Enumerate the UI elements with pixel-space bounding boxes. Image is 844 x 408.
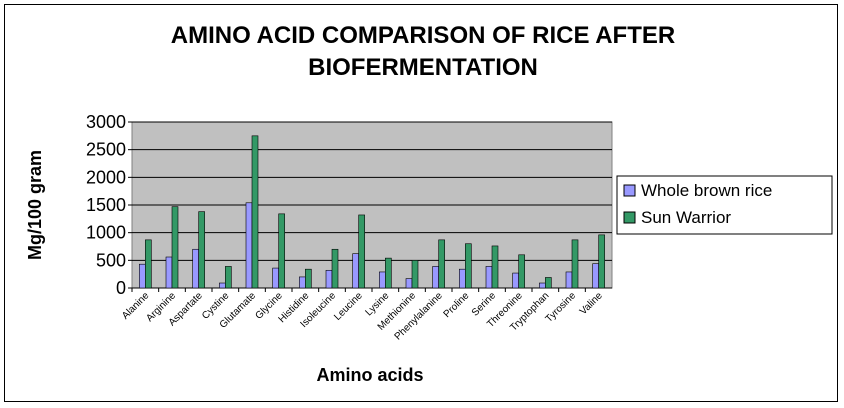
bar-sun-warrior-lysine: [385, 257, 392, 289]
x-tick-label-proline: Proline: [442, 290, 472, 320]
bar-whole-brown-rice-isoleucine: [325, 269, 333, 289]
chart-title-line-1: AMINO ACID COMPARISON OF RICE AFTER: [171, 22, 675, 49]
legend-label-sun-warrior: Sun Warrior: [641, 208, 731, 227]
y-tick-label: 1000: [86, 223, 126, 243]
y-tick-label: 1500: [86, 195, 126, 215]
x-tick-label-phenylalanine: Phenylalanine: [393, 290, 446, 343]
bar-sun-warrior-tryptophan: [545, 277, 552, 289]
bar-sun-warrior-leucine: [358, 214, 365, 289]
bar-whole-brown-rice-tyrosine: [565, 271, 573, 289]
bar-sun-warrior-valine: [598, 234, 605, 289]
y-axis-ticks: 0 500 1000 1500 2000 2500 3000: [86, 112, 132, 298]
bar-sun-warrior-tyrosine: [571, 239, 579, 289]
x-tick-label-valine: Valine: [578, 290, 605, 317]
y-tick-label: 3000: [86, 112, 126, 132]
y-tick-label: 0: [116, 278, 126, 298]
chart-canvas: AMINO ACID COMPARISON OF RICE AFTER BIOF…: [25, 22, 833, 385]
legend-swatch-whole-brown-rice: [623, 184, 636, 197]
bar-whole-brown-rice-lysine: [379, 271, 386, 289]
legend-box: [616, 175, 833, 235]
bar-whole-brown-rice-glycine: [272, 267, 279, 289]
bar-whole-brown-rice-valine: [592, 263, 599, 289]
bar-whole-brown-rice-tryptophan: [539, 282, 546, 289]
bar-whole-brown-rice-histidine: [299, 276, 306, 289]
legend: Whole brown rice Sun Warrior: [616, 175, 833, 235]
bar-sun-warrior-glycine: [278, 213, 285, 289]
bar-whole-brown-rice-threonine: [512, 272, 519, 289]
bar-whole-brown-rice-serine: [485, 266, 493, 289]
bar-whole-brown-rice-arginine: [165, 256, 173, 289]
bar-sun-warrior-serine: [491, 245, 499, 289]
y-axis-title: Mg/100 gram: [25, 150, 45, 260]
legend-swatch-sun-warrior: [623, 211, 636, 224]
bar-sun-warrior-alanine: [145, 239, 152, 289]
bar-sun-warrior-cystine: [225, 266, 232, 289]
bar-sun-warrior-proline: [465, 243, 472, 289]
x-tick-label-tyrosine: Tyrosine: [544, 290, 579, 325]
bar-whole-brown-rice-proline: [459, 268, 466, 289]
bar-whole-brown-rice-glutamate: [245, 202, 253, 289]
bar-whole-brown-rice-leucine: [352, 253, 359, 289]
bar-sun-warrior-threonine: [518, 254, 525, 289]
bar-sun-warrior-arginine: [171, 206, 179, 289]
chart-frame: AMINO ACID COMPARISON OF RICE AFTER BIOF…: [4, 4, 838, 402]
x-tick-label-leucine: Leucine: [332, 290, 365, 323]
bar-sun-warrior-aspartate: [198, 211, 205, 289]
bar-whole-brown-rice-cystine: [219, 282, 226, 289]
bar-sun-warrior-isoleucine: [331, 248, 339, 289]
y-tick-label: 500: [96, 250, 126, 270]
bar-whole-brown-rice-aspartate: [192, 248, 199, 289]
bar-sun-warrior-glutamate: [251, 135, 259, 289]
bar-whole-brown-rice-alanine: [139, 263, 146, 289]
bar-whole-brown-rice-phenylalanine: [432, 266, 439, 289]
bar-sun-warrior-methionine: [411, 260, 419, 289]
legend-label-whole-brown-rice: Whole brown rice: [641, 181, 772, 200]
y-tick-label: 2500: [86, 140, 126, 160]
chart-title-line-2: BIOFERMENTATION: [308, 54, 538, 81]
y-tick-label: 2000: [86, 167, 126, 187]
bar-sun-warrior-phenylalanine: [438, 239, 445, 289]
x-axis-ticks: AlanineArginineAspartateCystineGlutamate…: [120, 288, 605, 343]
bar-whole-brown-rice-methionine: [405, 278, 413, 289]
bar-sun-warrior-histidine: [305, 268, 312, 289]
bars-group: [139, 135, 605, 289]
x-axis-title: Amino acids: [316, 365, 423, 385]
